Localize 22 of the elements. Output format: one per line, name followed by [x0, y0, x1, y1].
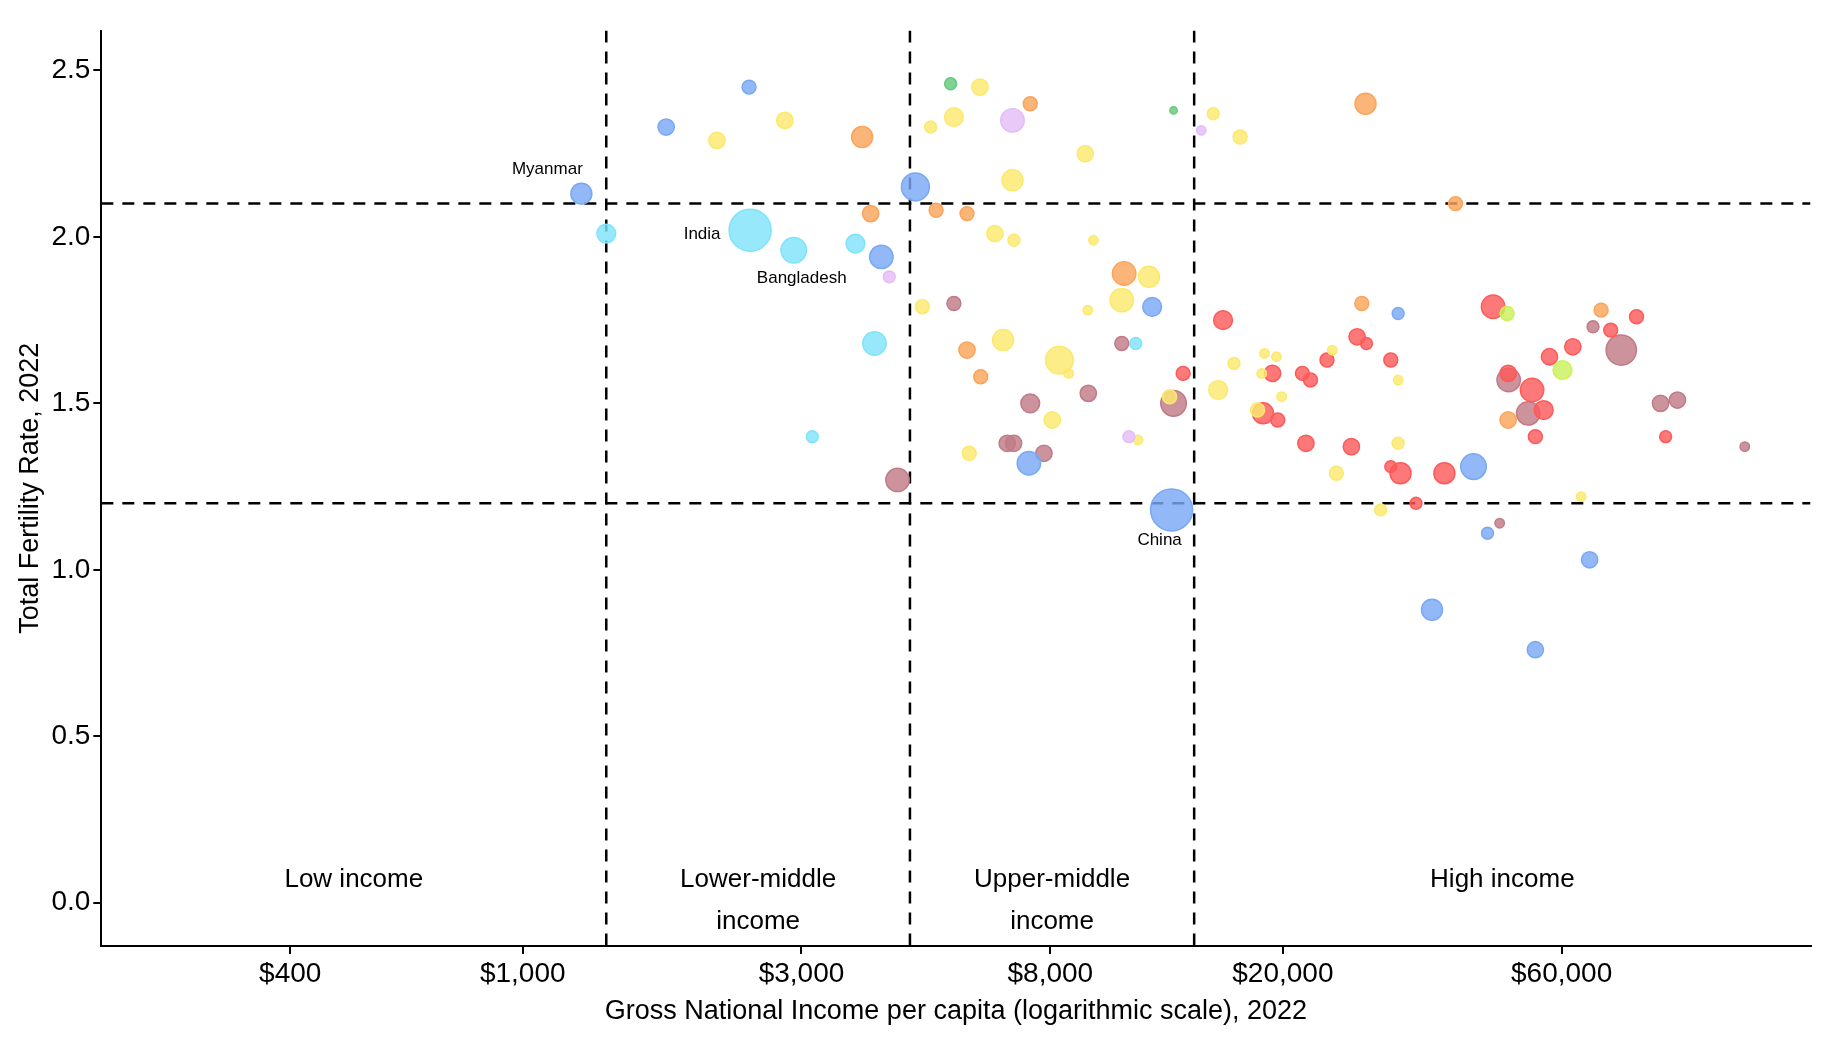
x-tick-label: $20,000 — [1232, 956, 1334, 988]
y-tick-label: 2.5 — [51, 53, 91, 85]
y-tick-label: 1.5 — [51, 386, 91, 418]
annotation: Bangladesh — [756, 267, 847, 287]
x-axis-title: Gross National Income per capita (logarithmic scale), 2022 — [604, 995, 1308, 1026]
x-tick-label: $400 — [259, 956, 322, 988]
y-axis-title: Total Fertility Rate, 2022 — [13, 342, 44, 634]
annotation: Low income — [284, 863, 424, 894]
annotation: Lower-middle income — [680, 863, 837, 936]
y-tick-label: 0.5 — [51, 718, 91, 750]
y-tick-label: 1.0 — [51, 552, 91, 584]
x-tick-label: $60,000 — [1511, 956, 1613, 988]
annotation: Myanmar — [511, 159, 584, 179]
y-tick-label: 0.0 — [51, 885, 91, 917]
annotation: High income — [1430, 863, 1575, 894]
annotation: Upper-middle income — [974, 863, 1131, 936]
x-tick-label: $1,000 — [479, 956, 566, 988]
y-tick-label: 2.0 — [51, 219, 91, 251]
annotation: China — [1137, 529, 1183, 549]
annotation: India — [683, 223, 722, 243]
x-tick-label: $8,000 — [1007, 956, 1094, 988]
x-tick-label: $3,000 — [758, 956, 845, 988]
